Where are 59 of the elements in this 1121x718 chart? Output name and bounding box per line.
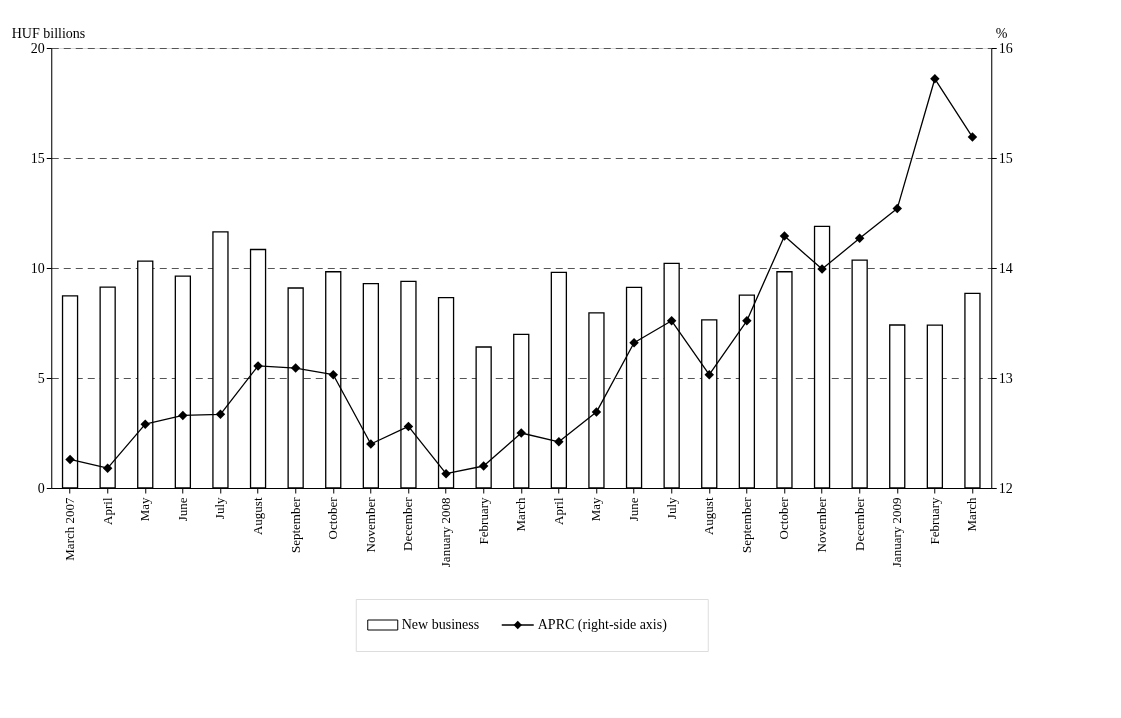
y-tick-label: 10	[30, 260, 45, 276]
x-tick-label: May	[588, 497, 604, 522]
point	[892, 203, 902, 214]
x-tick-label: March	[513, 497, 529, 532]
x-tick-label: February	[926, 497, 942, 545]
point	[478, 461, 489, 471]
x-tick-label: March 2007	[62, 497, 78, 561]
point	[704, 369, 714, 380]
x-tick-label: January 2009	[889, 497, 905, 568]
point	[554, 437, 564, 447]
y2-tick-label: 14	[998, 260, 1013, 276]
x-tick-label: July	[212, 497, 228, 520]
point	[215, 409, 226, 420]
point	[102, 463, 113, 473]
x-tick-label: February	[475, 497, 491, 545]
x-tick-label: October	[325, 496, 341, 540]
x-tick-label: June	[174, 497, 190, 522]
point	[403, 421, 414, 432]
point	[178, 410, 188, 421]
y2-tick-label: 15	[998, 150, 1013, 166]
point	[930, 74, 940, 84]
y-tick-label: 5	[37, 370, 45, 386]
y2-tick-label: 16	[998, 40, 1013, 56]
point	[290, 363, 301, 373]
y2-tick-label: 12	[998, 480, 1013, 496]
point	[742, 316, 752, 326]
x-tick-label: December	[400, 496, 416, 551]
x-tick-label: June	[626, 497, 642, 522]
x-tick-label: January 2008	[438, 497, 454, 568]
point	[591, 407, 602, 417]
x-tick-label: May	[137, 497, 153, 522]
x-tick-label: September	[738, 496, 754, 554]
legend-label: New business	[401, 617, 480, 632]
point	[854, 233, 865, 244]
point	[666, 316, 677, 326]
x-tick-label: April	[99, 497, 115, 525]
point	[328, 369, 338, 380]
y-tick-label: 20	[30, 40, 45, 56]
point	[441, 468, 451, 479]
point	[967, 132, 978, 142]
point	[779, 231, 790, 241]
x-tick-label: July	[663, 497, 679, 520]
point	[140, 419, 150, 429]
x-tick-label: December	[851, 496, 867, 551]
x-tick-label: November	[814, 496, 830, 553]
x-tick-label: August	[701, 497, 717, 536]
x-tick-label: March	[964, 497, 980, 532]
x-tick-label: November	[362, 496, 378, 553]
point	[65, 454, 75, 465]
x-tick-label: October	[776, 496, 792, 540]
x-tick-label: April	[550, 497, 566, 525]
y2-tick-label: 13	[998, 370, 1013, 386]
legend-label: APRC (right-side axis)	[537, 617, 668, 633]
y2-axis-title: %	[995, 25, 1008, 41]
x-tick-label: August	[250, 497, 266, 536]
y-tick-label: 0	[37, 480, 45, 496]
y-axis-title: HUF billions	[11, 25, 86, 41]
x-tick-label: September	[287, 496, 303, 554]
y-tick-label: 15	[30, 150, 45, 166]
